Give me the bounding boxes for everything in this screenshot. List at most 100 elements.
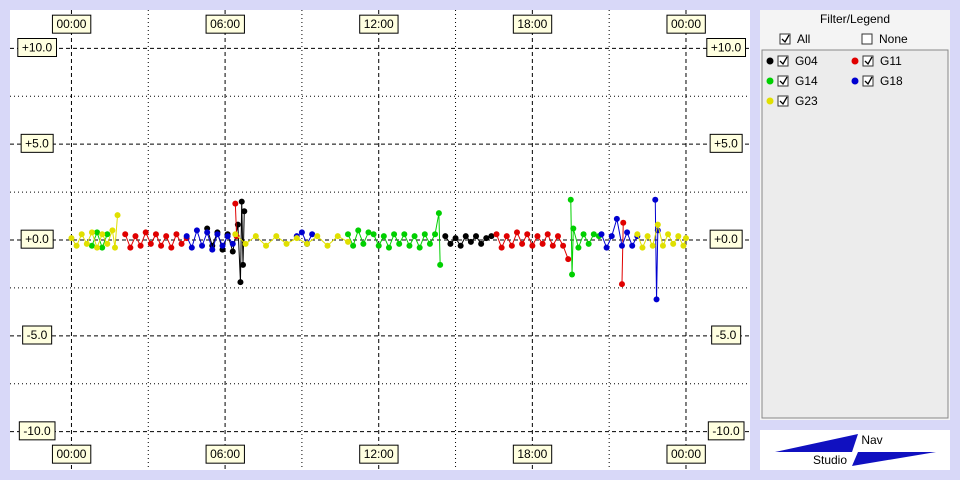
data-point bbox=[355, 227, 362, 234]
data-point bbox=[467, 238, 474, 245]
check-mark bbox=[779, 96, 788, 106]
tick-label-box bbox=[22, 325, 53, 345]
data-point bbox=[232, 231, 239, 238]
tick-label: 06:00 bbox=[210, 447, 240, 461]
data-point bbox=[478, 240, 485, 247]
data-point bbox=[370, 231, 377, 238]
check-mark bbox=[781, 34, 790, 44]
data-point bbox=[534, 233, 541, 240]
data-point bbox=[473, 233, 480, 240]
tick-label-box bbox=[17, 38, 58, 58]
tick-label: -5.0 bbox=[716, 328, 737, 342]
data-point bbox=[670, 240, 677, 247]
data-point bbox=[513, 229, 520, 236]
tick-label: -10.0 bbox=[712, 424, 740, 438]
logo-shape bbox=[852, 452, 936, 466]
data-point bbox=[644, 233, 651, 240]
tick-label-box bbox=[205, 444, 245, 464]
all-checkbox[interactable] bbox=[779, 33, 791, 45]
data-point bbox=[391, 231, 398, 238]
legend-label[interactable]: G18 bbox=[880, 74, 903, 88]
tick-label: +0.0 bbox=[714, 232, 738, 246]
data-point bbox=[649, 242, 656, 249]
legend-label[interactable]: G14 bbox=[795, 74, 818, 88]
data-point bbox=[173, 231, 180, 238]
data-point bbox=[452, 235, 459, 242]
data-point bbox=[570, 225, 577, 232]
data-point bbox=[147, 240, 154, 247]
tick-label-box bbox=[666, 444, 706, 464]
legend-dot bbox=[766, 97, 774, 105]
logo-nav: Nav bbox=[861, 433, 882, 447]
data-point bbox=[214, 231, 221, 238]
legend-dot bbox=[766, 77, 774, 85]
data-point bbox=[273, 233, 280, 240]
data-point bbox=[437, 261, 444, 268]
data-point bbox=[224, 233, 231, 240]
data-point bbox=[659, 242, 666, 249]
tick-label: 18:00 bbox=[517, 447, 547, 461]
tick-label: +5.0 bbox=[25, 136, 49, 150]
data-point bbox=[488, 233, 495, 240]
tick-label-box bbox=[666, 14, 706, 34]
tick-label: 00:00 bbox=[671, 447, 701, 461]
data-point bbox=[104, 240, 111, 247]
tick-label-box bbox=[359, 14, 399, 34]
legend-checkbox[interactable] bbox=[777, 95, 789, 107]
data-point bbox=[483, 235, 490, 242]
tick-label: +10.0 bbox=[22, 41, 53, 55]
check-mark bbox=[779, 56, 788, 66]
data-point bbox=[675, 233, 682, 240]
legend-label[interactable]: G23 bbox=[795, 94, 818, 108]
data-point bbox=[241, 208, 248, 215]
legend-label[interactable]: G04 bbox=[795, 54, 818, 68]
data-point bbox=[94, 244, 101, 251]
legend-checkbox[interactable] bbox=[777, 75, 789, 87]
data-point bbox=[680, 242, 687, 249]
tick-label: 00:00 bbox=[671, 17, 701, 31]
data-point bbox=[639, 244, 646, 251]
none-checkbox[interactable] bbox=[861, 33, 873, 45]
none-label[interactable]: None bbox=[879, 32, 908, 46]
data-point bbox=[406, 242, 413, 249]
logo-studio: Studio bbox=[813, 453, 847, 467]
data-point bbox=[629, 242, 636, 249]
data-point bbox=[554, 233, 561, 240]
data-point bbox=[199, 242, 206, 249]
tick-label-box bbox=[20, 229, 54, 249]
legend-checkbox[interactable] bbox=[777, 55, 789, 67]
data-point bbox=[360, 240, 367, 247]
data-point bbox=[493, 231, 500, 238]
data-point bbox=[83, 240, 90, 247]
all-label[interactable]: All bbox=[797, 32, 810, 46]
data-point bbox=[524, 231, 531, 238]
legend-checkbox[interactable] bbox=[862, 75, 874, 87]
check-mark bbox=[864, 56, 873, 66]
data-point bbox=[457, 242, 464, 249]
data-point bbox=[608, 233, 615, 240]
tick-label-box bbox=[51, 444, 92, 464]
panel-title: Filter/Legend bbox=[820, 12, 890, 26]
data-point bbox=[624, 229, 631, 236]
data-point bbox=[365, 229, 372, 236]
data-point bbox=[585, 240, 592, 247]
tick-label-box bbox=[51, 14, 92, 34]
data-point bbox=[560, 242, 567, 249]
data-point bbox=[163, 233, 170, 240]
logo-shape bbox=[775, 434, 858, 452]
data-point bbox=[229, 248, 236, 255]
data-point bbox=[263, 242, 270, 249]
data-point bbox=[114, 212, 121, 219]
tick-label-box bbox=[205, 14, 245, 34]
tick-label-box bbox=[709, 133, 743, 153]
tick-label: 06:00 bbox=[210, 17, 240, 31]
data-point bbox=[219, 242, 226, 249]
tick-label-box bbox=[706, 38, 747, 58]
legend-checkbox[interactable] bbox=[862, 55, 874, 67]
data-point bbox=[385, 244, 392, 251]
legend-label[interactable]: G11 bbox=[880, 54, 902, 68]
data-point bbox=[132, 233, 139, 240]
check-mark bbox=[864, 76, 873, 86]
tick-label-box bbox=[20, 133, 54, 153]
data-point bbox=[613, 215, 620, 222]
